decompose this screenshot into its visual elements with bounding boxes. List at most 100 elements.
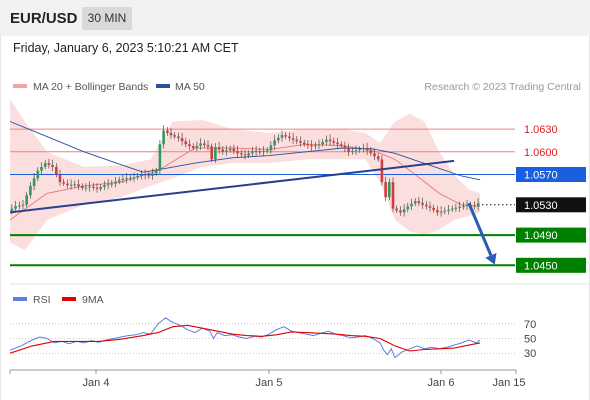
candle-body bbox=[125, 178, 128, 180]
candle-body bbox=[277, 137, 280, 141]
candle-body bbox=[103, 185, 106, 187]
candle-body bbox=[443, 210, 447, 212]
candle-body bbox=[373, 153, 376, 157]
candle-body bbox=[217, 147, 221, 150]
candle-body bbox=[106, 184, 110, 186]
candle-body bbox=[380, 159, 384, 183]
candle-body bbox=[228, 148, 232, 151]
frame-left-border bbox=[0, 36, 1, 400]
ma20-line bbox=[9, 143, 481, 221]
candle-body bbox=[347, 148, 350, 152]
candle-body bbox=[262, 151, 265, 152]
candle-body bbox=[117, 179, 121, 182]
candle-body bbox=[273, 140, 276, 146]
candle-body bbox=[402, 209, 406, 213]
candle-body bbox=[232, 148, 236, 152]
trendline-layer bbox=[9, 159, 455, 214]
level-label-last: 1.0530 bbox=[524, 200, 558, 212]
level-label-box-pivot bbox=[516, 167, 586, 182]
candle-body bbox=[413, 201, 417, 204]
level-label-box-last bbox=[516, 197, 586, 213]
candle-body bbox=[43, 163, 47, 167]
candle-body bbox=[121, 179, 125, 180]
candle-body bbox=[428, 206, 432, 208]
candle-body bbox=[51, 165, 54, 167]
candle-body bbox=[10, 208, 14, 211]
candle-body bbox=[362, 148, 365, 150]
candle-body bbox=[436, 210, 439, 213]
candle-body bbox=[73, 184, 77, 186]
timeframe-badge[interactable]: 30 MIN bbox=[82, 7, 132, 30]
candle-body bbox=[465, 204, 469, 206]
level-labels: 1.0630 1.0600 1.0570 1.0530 1.0490 1.0450 bbox=[516, 124, 586, 273]
candle-body bbox=[295, 139, 299, 142]
candle-body bbox=[247, 153, 250, 156]
forecast-arrow-head bbox=[485, 253, 497, 265]
ma20-legend-label: MA 20 + Bollinger Bands bbox=[33, 81, 148, 93]
level-label-box-support bbox=[516, 227, 586, 243]
candle-body bbox=[462, 205, 465, 207]
candle-body bbox=[425, 204, 428, 207]
candle-body bbox=[143, 174, 147, 176]
candle-body bbox=[151, 173, 154, 176]
level-label-support: 1.0450 bbox=[524, 260, 558, 272]
candle-body bbox=[210, 146, 213, 160]
forecast-arrow-layer bbox=[467, 202, 497, 265]
header-bar: EUR/USD 30 MIN bbox=[0, 0, 590, 36]
candle-body bbox=[47, 163, 51, 165]
rsi-tick-label: 70 bbox=[524, 319, 536, 331]
candle-body bbox=[351, 151, 354, 152]
candle-body bbox=[136, 176, 139, 178]
candle-body bbox=[169, 132, 173, 136]
candle-body bbox=[265, 150, 269, 152]
ma9-legend-swatch bbox=[62, 297, 76, 301]
candle-body bbox=[280, 135, 284, 138]
candle-body bbox=[77, 184, 80, 187]
candle-body bbox=[177, 136, 180, 139]
candle-body bbox=[243, 154, 247, 156]
candle-body bbox=[199, 143, 202, 146]
candle-body bbox=[328, 139, 332, 142]
candle-body bbox=[195, 145, 199, 148]
candle-body bbox=[180, 138, 184, 142]
candle-body bbox=[95, 187, 99, 189]
level-label-resistance: 1.0630 bbox=[524, 124, 558, 136]
candle-body bbox=[410, 203, 413, 207]
forecast-arrow-shaft bbox=[467, 202, 493, 256]
candle-body bbox=[317, 144, 321, 146]
candle-body bbox=[288, 136, 291, 139]
main-legend: MA 20 + Bollinger Bands MA 50 Research ©… bbox=[13, 81, 581, 93]
candle-body bbox=[395, 208, 398, 211]
candle-body bbox=[32, 178, 36, 186]
x-tick-label: Jan 15 bbox=[492, 377, 525, 389]
candle-body bbox=[206, 145, 210, 147]
copyright-notice: Research © 2023 Trading Central bbox=[424, 81, 581, 93]
candle-body bbox=[473, 205, 476, 207]
candle-body bbox=[406, 206, 410, 210]
candle-body bbox=[166, 130, 169, 133]
chart-datetime: Friday, January 6, 2023 5:10:21 AM CET bbox=[13, 41, 239, 55]
candle-body bbox=[254, 151, 258, 152]
candle-body bbox=[384, 182, 387, 198]
candle-body bbox=[447, 209, 450, 211]
candle-body bbox=[391, 182, 395, 209]
candle-body bbox=[29, 185, 32, 196]
candle-body bbox=[80, 186, 84, 189]
candles bbox=[10, 125, 480, 217]
candle-body bbox=[432, 207, 435, 211]
candle-body bbox=[354, 150, 358, 152]
level-label-pivot: 1.0570 bbox=[524, 170, 558, 182]
ma9-legend-label: 9MA bbox=[82, 294, 104, 306]
candle-body bbox=[240, 153, 243, 155]
candle-body bbox=[147, 175, 151, 177]
rsi-legend: RSI 9MA bbox=[13, 294, 104, 306]
candle-body bbox=[291, 138, 295, 140]
candle-body bbox=[302, 142, 306, 145]
candle-body bbox=[55, 166, 58, 175]
x-tick-label: Jan 5 bbox=[256, 377, 283, 389]
rsi-tick-label: 50 bbox=[524, 334, 536, 346]
level-label-resistance: 1.0600 bbox=[524, 147, 558, 159]
candle-body bbox=[388, 182, 391, 198]
candle-body bbox=[191, 146, 195, 148]
